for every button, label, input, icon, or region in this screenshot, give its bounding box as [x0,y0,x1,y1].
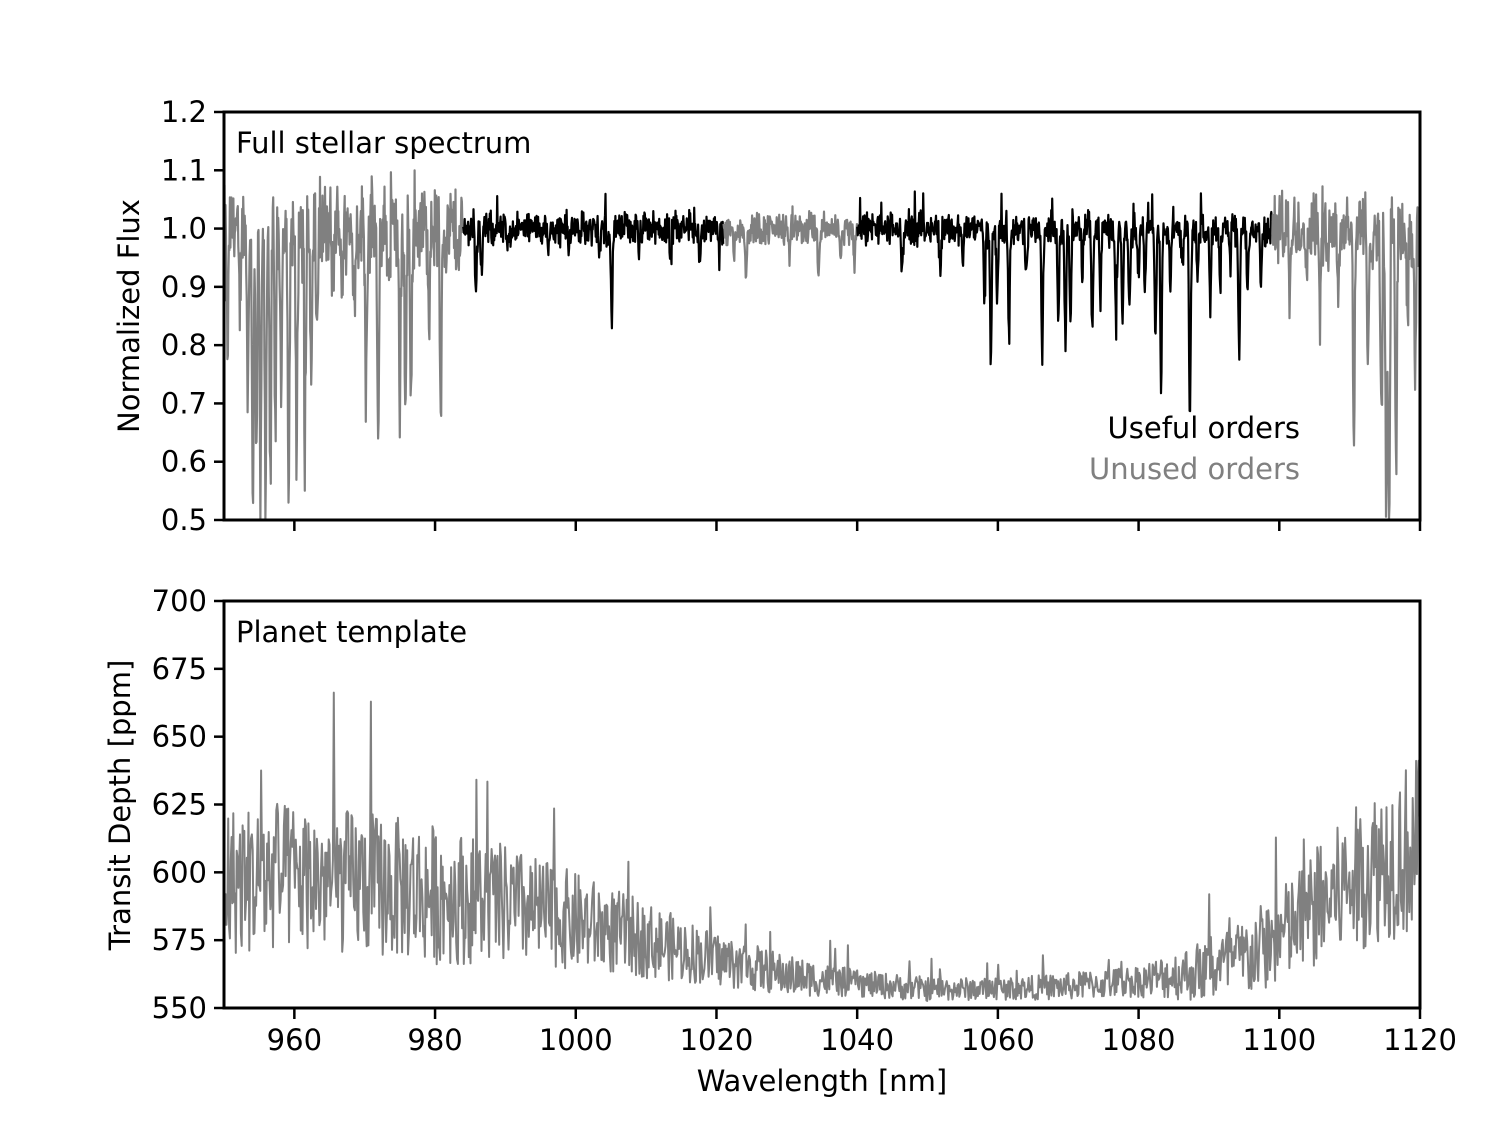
stellar-spectrum-panel: 0.5 0.6 0.7 0.8 0.9 1.0 1.1 1.2 Full stellar sp… [112,95,1422,537]
stellar-spectrum-frame [222,110,1422,522]
spectrum-segment-0 [222,169,464,520]
stellar-spectrum-lines [222,169,1422,520]
planet-template-panel-label: Planet template [236,615,467,649]
x-tick-label: 1100 [1242,1023,1316,1057]
planet-template-panel: 550 575 600 625 650 675 700 960 980 1000 1020 1040… [103,584,1457,1098]
y-tick-label: 0.5 [161,503,207,537]
x-tick-label: 1060 [961,1023,1035,1057]
y-tick-label: 600 [152,855,207,889]
y-tick-label: 650 [152,720,207,754]
planet-template-x-ticks: 960 980 1000 1020 1040 1060 1080 1100 1120 [267,1008,1457,1057]
x-tick-label: 1040 [820,1023,894,1057]
x-tick-label: 1120 [1383,1023,1457,1057]
y-tick-label: 1.1 [161,153,207,187]
y-tick-label: 0.8 [161,328,207,362]
stellar-spectrum-y-axis-label: Normalized Flux [112,199,146,433]
x-tick-label: 1020 [680,1023,754,1057]
spectrum-segment-1 [462,192,725,330]
planet-template-y-ticks: 550 575 600 625 650 675 700 [152,584,224,1025]
stellar-spectrum-y-ticks: 0.5 0.6 0.7 0.8 0.9 1.0 1.1 1.2 [161,95,224,537]
spectrum-segment-3 [856,190,1273,413]
legend-useful-orders: Useful orders [1108,411,1300,445]
y-tick-label: 575 [152,923,207,957]
y-tick-label: 550 [152,991,207,1025]
y-tick-label: 700 [152,584,207,618]
x-tick-label: 980 [407,1023,462,1057]
planet-template-y-axis-label: Transit Depth [ppm] [103,660,137,952]
y-tick-label: 0.7 [161,386,207,420]
y-tick-label: 625 [152,788,207,822]
x-tick-label: 960 [267,1023,322,1057]
y-tick-label: 0.9 [161,270,207,304]
x-axis-label: Wavelength [nm] [697,1064,948,1098]
planet-template-lines [223,691,1421,1002]
y-tick-label: 675 [152,652,207,686]
x-tick-label: 1000 [539,1023,613,1057]
y-tick-label: 1.0 [161,212,207,246]
legend-unused-orders: Unused orders [1089,452,1300,486]
stellar-spectrum-x-ticks [293,520,1422,531]
y-tick-label: 1.2 [161,95,207,129]
spectrum-segment-2 [722,205,859,279]
stellar-spectrum-panel-label: Full stellar spectrum [236,126,531,160]
x-tick-label: 1080 [1102,1023,1176,1057]
transit-depth-series [223,691,1421,1002]
y-tick-label: 0.6 [161,445,207,479]
spectrum-segment-4 [1271,185,1422,520]
